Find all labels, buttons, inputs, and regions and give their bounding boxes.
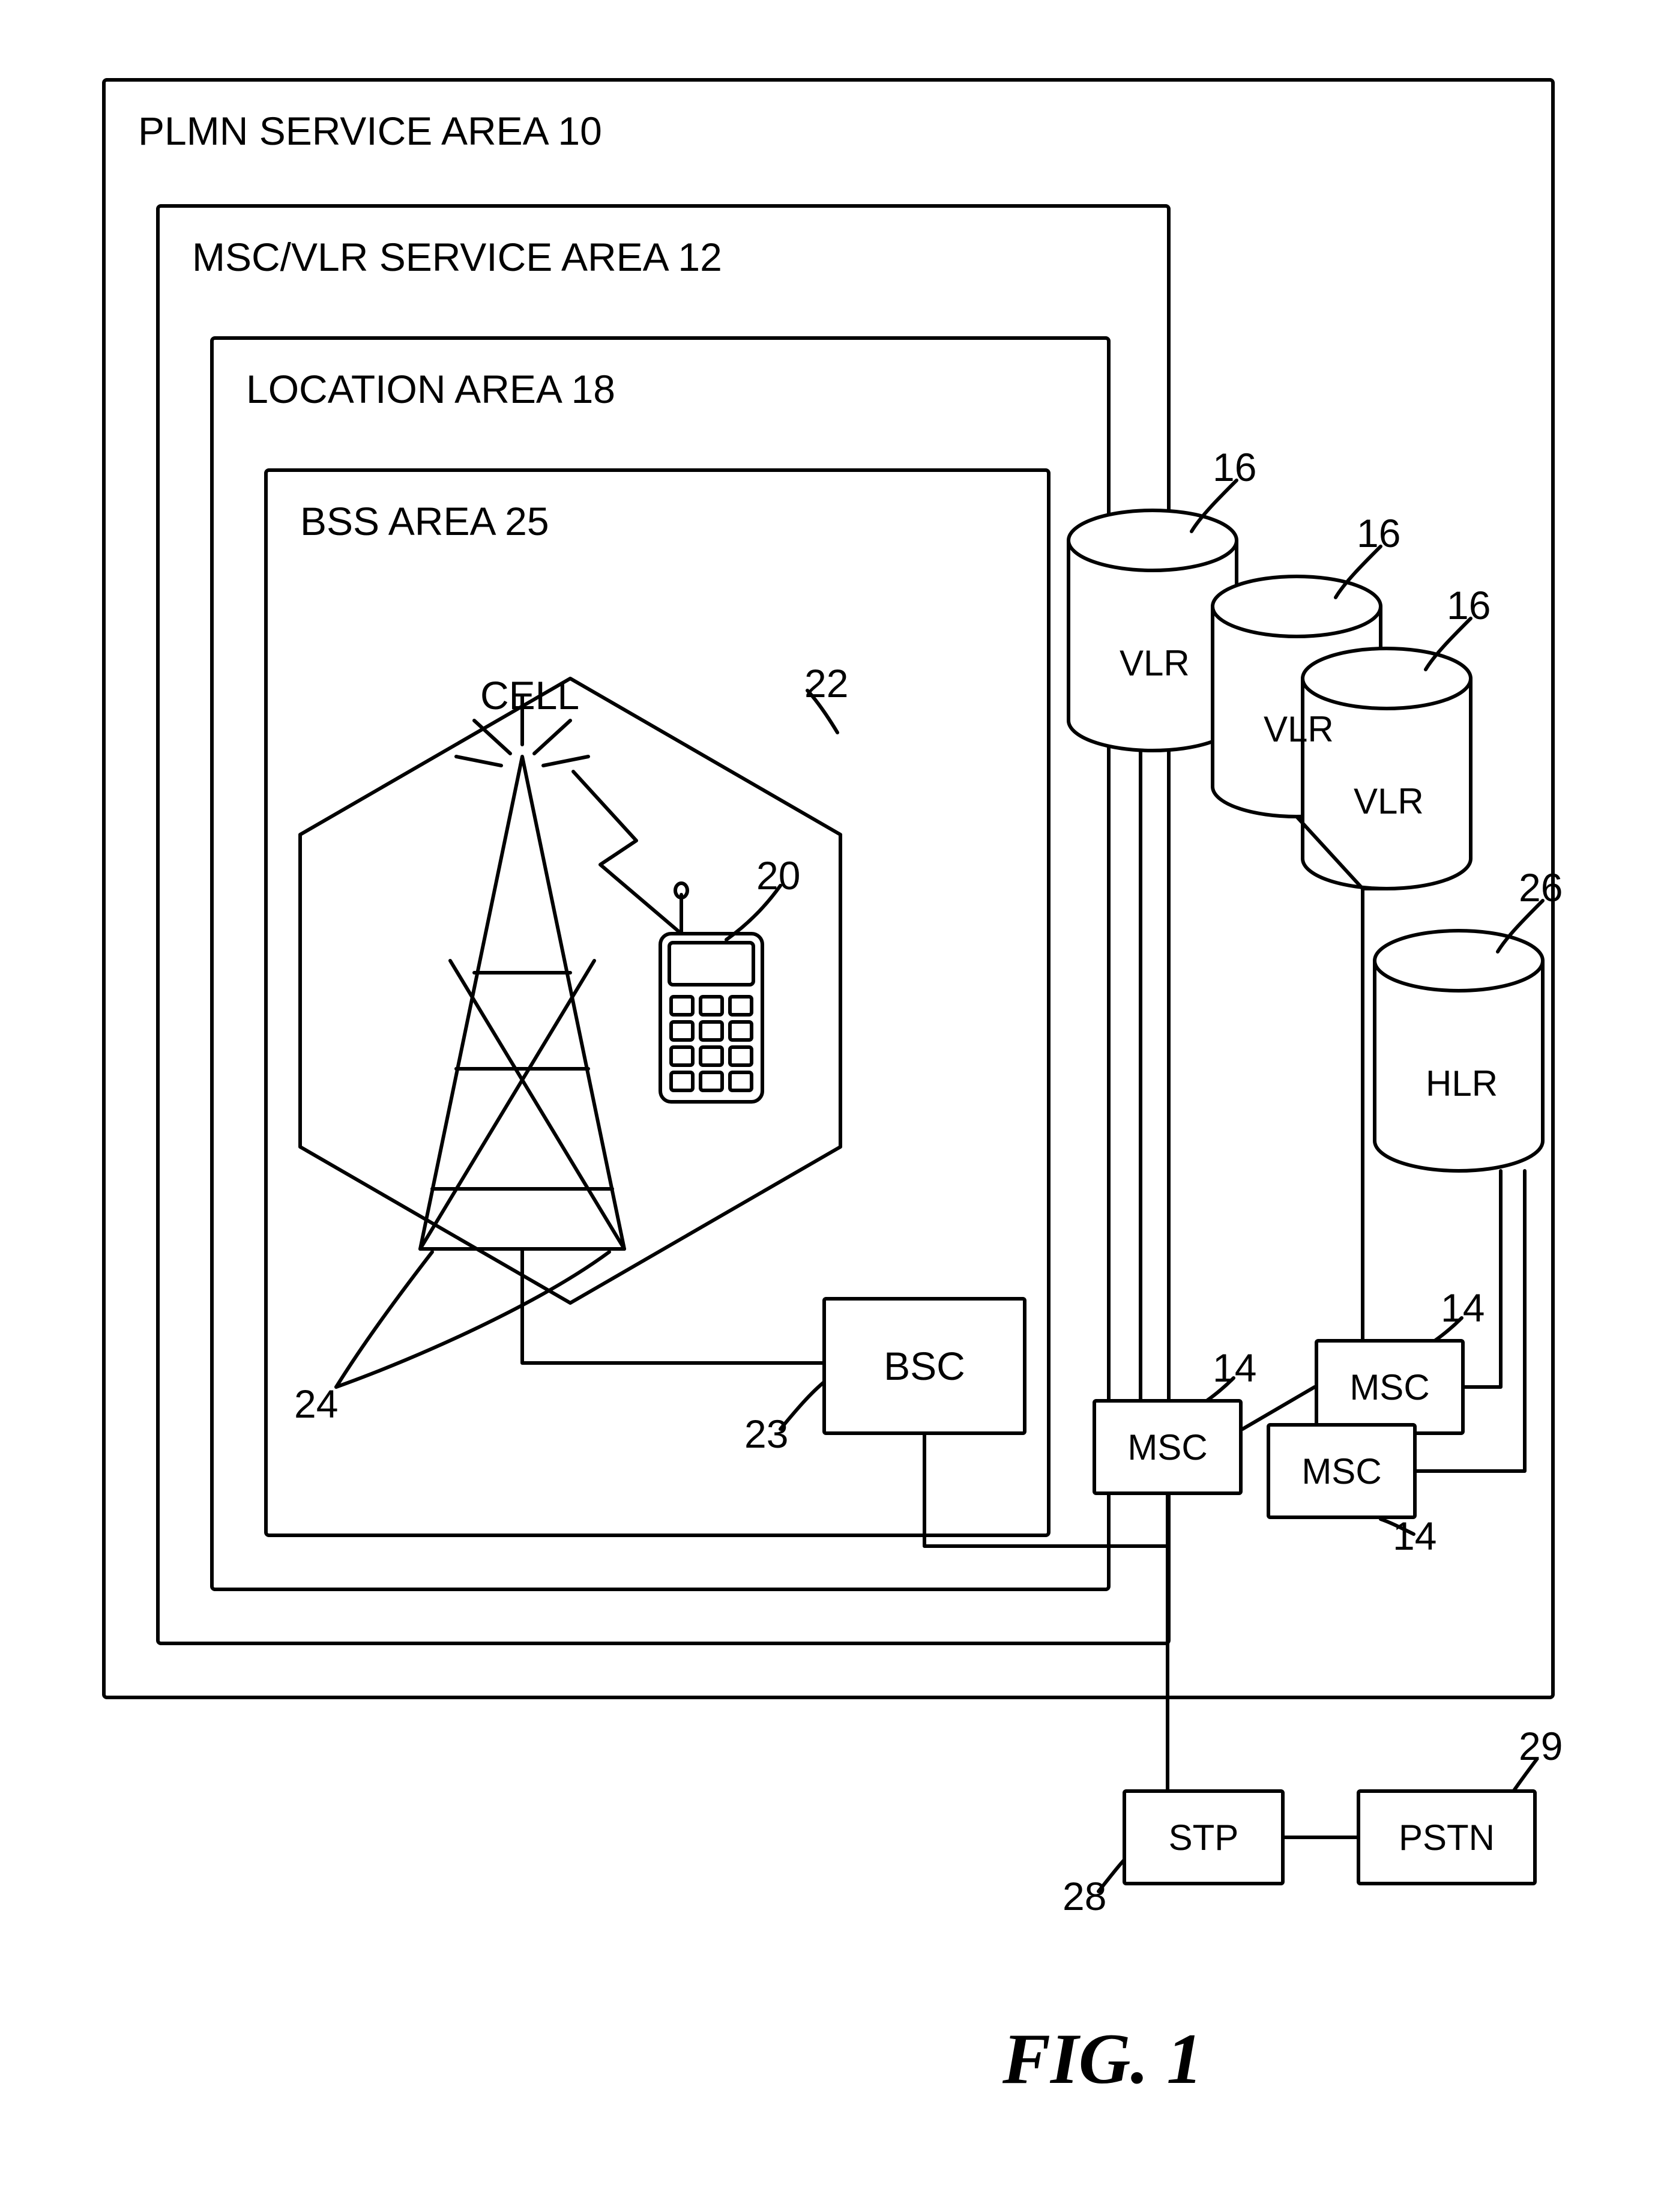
plmn-label: PLMN SERVICE AREA 10: [138, 108, 602, 154]
hlr-label: HLR: [1426, 1063, 1498, 1104]
ref-14b: 14: [1441, 1285, 1485, 1331]
ref-26: 26: [1519, 865, 1563, 910]
ref-22: 22: [804, 660, 848, 706]
vlr2-label: VLR: [1264, 709, 1334, 750]
ref-16b: 16: [1357, 510, 1400, 556]
pstn-text: PSTN: [1399, 1817, 1495, 1858]
pstn-box: PSTN: [1357, 1789, 1537, 1885]
vlr1-label: VLR: [1120, 642, 1190, 684]
stp-box: STP: [1123, 1789, 1285, 1885]
msc3-box: MSC: [1267, 1423, 1417, 1519]
ref-14a: 14: [1213, 1345, 1256, 1391]
msc2-box: MSC: [1315, 1339, 1465, 1435]
figure-label: FIG. 1: [1002, 2017, 1202, 2100]
stp-text: STP: [1169, 1817, 1239, 1858]
ref-28: 28: [1063, 1873, 1106, 1919]
bsc-text: BSC: [884, 1343, 965, 1389]
msc1-box: MSC: [1093, 1399, 1243, 1495]
ref-24: 24: [294, 1381, 338, 1427]
ref-14c: 14: [1393, 1513, 1436, 1559]
ref-29: 29: [1519, 1723, 1563, 1769]
cell-label: CELL: [480, 672, 579, 718]
mscvlr-label: MSC/VLR SERVICE AREA 12: [192, 234, 722, 280]
bsc-box: BSC: [822, 1297, 1026, 1435]
msc3-text: MSC: [1301, 1451, 1381, 1492]
bss-label: BSS AREA 25: [300, 498, 549, 544]
diagram-canvas: PLMN SERVICE AREA 10 MSC/VLR SERVICE ARE…: [0, 0, 1673, 2212]
ref-16c: 16: [1447, 582, 1491, 628]
msc1-text: MSC: [1127, 1427, 1207, 1468]
vlr3-label: VLR: [1354, 781, 1424, 822]
ref-20: 20: [756, 853, 800, 898]
ref-23: 23: [744, 1411, 788, 1457]
msc2-text: MSC: [1349, 1367, 1429, 1408]
ref-16a: 16: [1213, 444, 1256, 490]
location-label: LOCATION AREA 18: [246, 366, 615, 412]
